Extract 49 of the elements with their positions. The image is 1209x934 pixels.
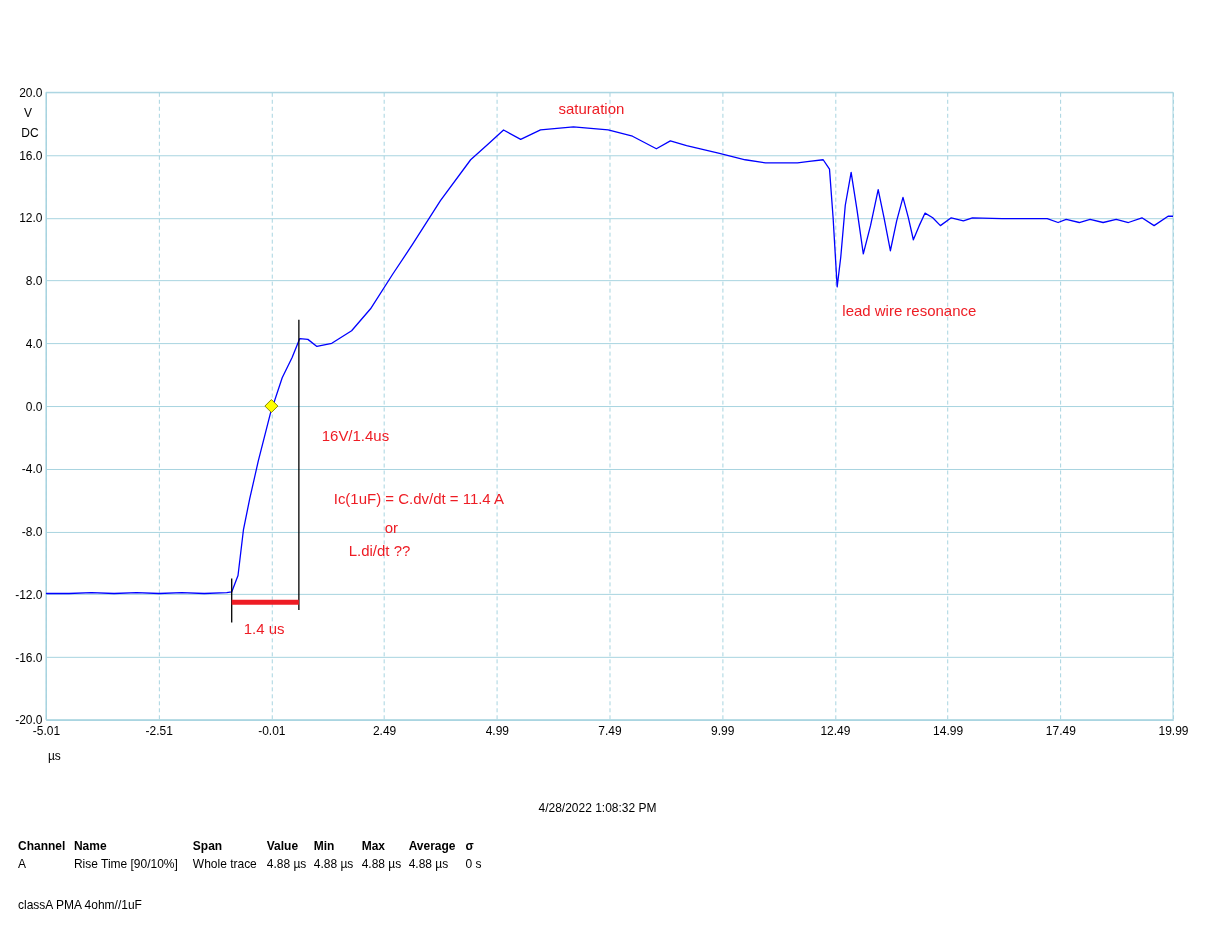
text: 0 s — [465, 856, 482, 871]
x-tick-label: 7.49 — [598, 724, 622, 739]
text: 4/28/2022 1:08:32 PM — [538, 800, 657, 815]
text: Rise Time [90/10%] — [73, 856, 178, 871]
annotation: 1.4 us — [243, 619, 285, 637]
x-tick-label: 4.99 — [485, 724, 510, 739]
x-tick-label: 9.99 — [711, 724, 735, 739]
text: Min — [313, 838, 335, 853]
annotation: or — [384, 518, 399, 536]
y-tick-label: -16.0 — [15, 650, 43, 665]
text: Channel — [17, 838, 66, 853]
text: Max — [361, 838, 386, 853]
y-tick-label: -4.0 — [21, 462, 43, 477]
x-tick-label: 12.49 — [820, 724, 851, 739]
x-tick-label: -5.01 — [32, 724, 61, 739]
y-tick-label: 12.0 — [19, 211, 43, 226]
y-tick-label: 20.0 — [19, 85, 43, 100]
text: Average — [408, 838, 456, 853]
annotation: lead wire resonance — [842, 302, 977, 320]
y-tick-label: 0.0 — [25, 399, 43, 414]
text: σ — [465, 838, 474, 853]
x-tick-label: 14.99 — [933, 724, 964, 739]
x-tick-label: -0.01 — [258, 724, 286, 739]
text: classA PMA 4ohm//1uF — [17, 897, 142, 912]
y-axis-title: V DC — [21, 106, 39, 141]
text: Whole trace — [192, 856, 258, 871]
text: 4.88 µs — [408, 856, 449, 871]
annotation: saturation — [558, 100, 625, 118]
y-tick-label: 8.0 — [25, 274, 43, 289]
x-tick-label: -2.51 — [145, 724, 174, 739]
annotation: Ic(1uF) = C.dv/dt = 11.4 A — [333, 489, 505, 507]
annotation: L.di/dt ?? — [348, 541, 411, 559]
x-tick-label: 17.49 — [1045, 724, 1077, 739]
y-tick-label: -12.0 — [15, 587, 43, 602]
text: 4.88 µs — [266, 856, 307, 871]
y-tick-label: 4.0 — [25, 336, 43, 351]
text: Span — [192, 838, 223, 853]
line-series — [45, 126, 1174, 595]
x-tick-label: 19.99 — [1158, 724, 1189, 739]
text: A — [17, 856, 26, 871]
y-tick-label: 16.0 — [19, 148, 43, 163]
annotation: 16V/1.4us — [321, 427, 390, 445]
text: 4.88 µs — [361, 856, 402, 871]
y-tick-label: -8.0 — [21, 525, 43, 540]
text: 4.88 µs — [313, 856, 354, 871]
text: Value — [266, 838, 299, 853]
x-tick-label: 2.49 — [372, 724, 397, 739]
x-axis-title: µs — [47, 748, 61, 763]
text: Name — [73, 838, 107, 853]
